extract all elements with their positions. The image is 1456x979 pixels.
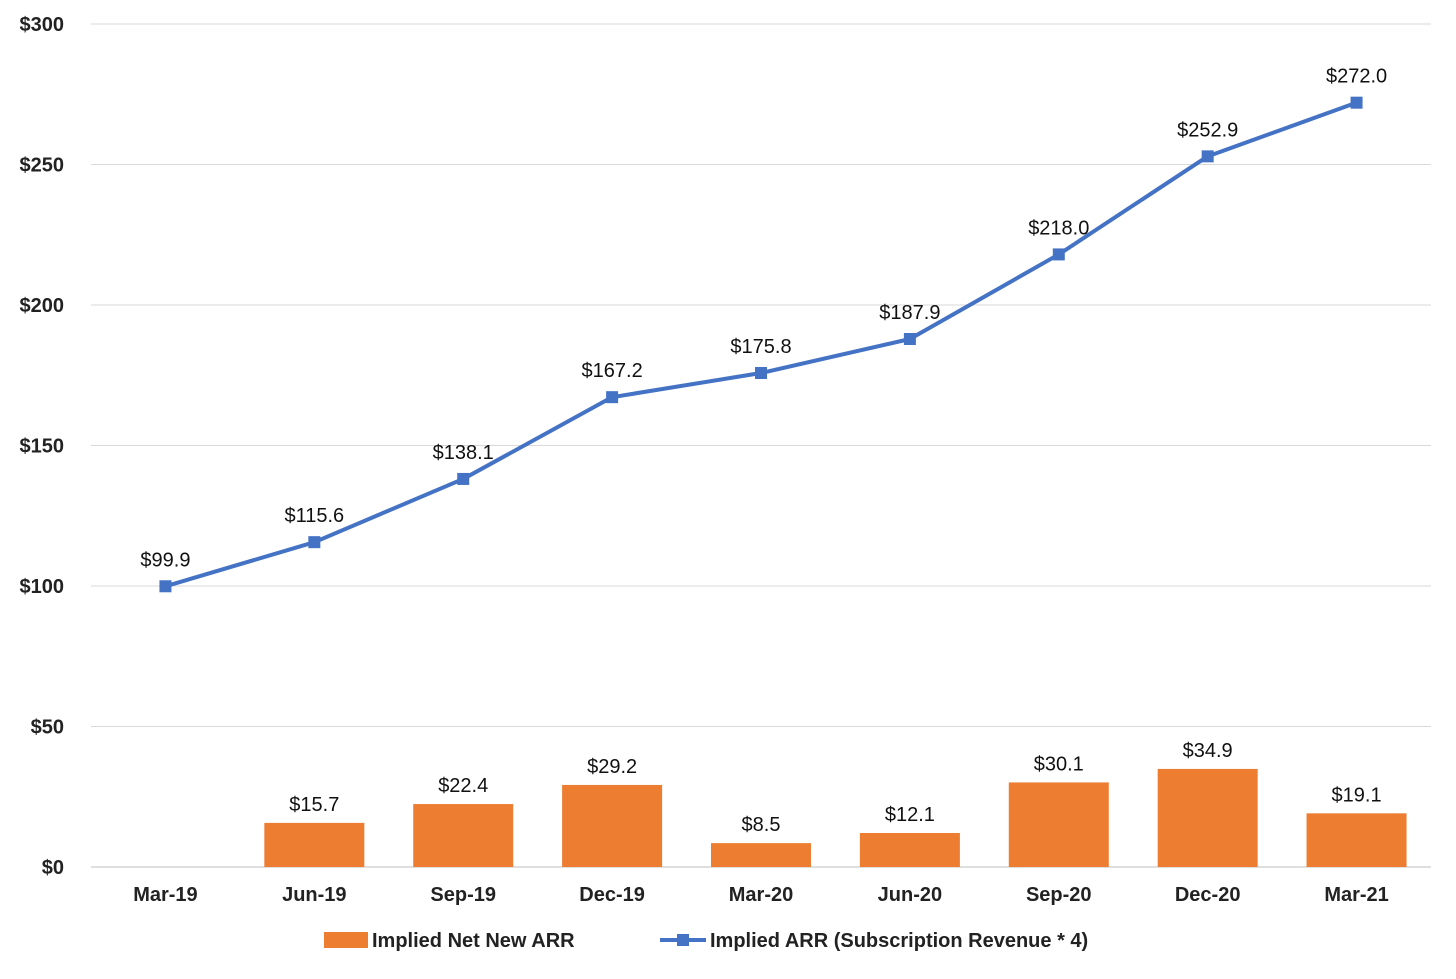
line-data-label: $99.9 (140, 549, 190, 571)
y-tick-label: $50 (31, 717, 64, 739)
x-tick-label: Mar-21 (1324, 884, 1388, 906)
bar (264, 822, 365, 867)
x-axis-tick-labels: Mar-19 Jun-19 Sep-19 Dec-19 Mar-20 Jun-20 Sep-… (133, 884, 1389, 906)
x-tick-label: Dec-19 (579, 884, 645, 906)
bar (413, 804, 514, 867)
x-tick-label: Mar-20 (729, 884, 793, 906)
line-series (159, 96, 1363, 593)
bar-data-label: $29.2 (587, 756, 637, 778)
line-data-label: $187.9 (879, 302, 940, 324)
bar (711, 843, 811, 867)
x-tick-label: Sep-20 (1026, 884, 1092, 906)
bar-data-label: $19.1 (1332, 784, 1382, 806)
line-point (1052, 248, 1065, 261)
line-point (1201, 150, 1214, 163)
line-data-label: $115.6 (284, 505, 344, 527)
bar-data-label: $15.7 (289, 794, 339, 816)
line-data-label: $138.1 (433, 442, 494, 464)
line-point (606, 391, 619, 404)
bar (859, 832, 960, 867)
bar-data-label: $22.4 (438, 775, 488, 797)
y-tick-label: $300 (20, 14, 65, 36)
x-tick-label: Dec-20 (1175, 884, 1241, 906)
y-axis-tick-labels: $0 $50 $100 $150 $200 $250 $300 (20, 14, 65, 879)
y-tick-label: $250 (20, 155, 65, 177)
x-tick-label: Mar-19 (133, 884, 197, 906)
y-tick-label: $200 (20, 295, 65, 317)
x-tick-label: Jun-20 (878, 884, 942, 906)
bar-series (264, 768, 1407, 867)
y-tick-label: $0 (42, 857, 64, 879)
bar (1157, 768, 1258, 867)
legend-label: Implied Net New ARR (372, 930, 575, 952)
line-data-label: $218.0 (1028, 217, 1089, 239)
line-point (903, 333, 916, 346)
gridlines (91, 23, 1431, 868)
line-data-label: $167.2 (582, 360, 643, 382)
line-point (755, 367, 767, 380)
bar-data-label: $12.1 (885, 804, 935, 826)
line-point (159, 580, 172, 593)
bar-data-label: $30.1 (1034, 753, 1084, 775)
bar (1306, 813, 1407, 867)
legend-label: Implied ARR (Subscription Revenue * 4) (710, 930, 1088, 952)
bar-data-label: $8.5 (742, 814, 781, 836)
legend-swatch-marker (677, 934, 689, 946)
line-point (308, 536, 321, 549)
legend-swatch-bar (324, 932, 368, 948)
line-data-label: $272.0 (1326, 66, 1387, 88)
bar-data-label: $34.9 (1183, 740, 1233, 762)
line-point (457, 472, 470, 485)
x-tick-label: Sep-19 (430, 884, 496, 906)
y-tick-label: $150 (20, 436, 65, 458)
x-tick-label: Jun-19 (282, 884, 346, 906)
line-data-label: $175.8 (730, 336, 791, 358)
legend: Implied Net New ARR Implied ARR (Subscrip… (324, 930, 1088, 952)
line-point (1350, 96, 1363, 109)
line-data-label: $252.9 (1177, 119, 1238, 141)
y-tick-label: $100 (20, 576, 65, 598)
bar (1008, 782, 1109, 867)
data-labels: $15.7 $22.4 $29.2 $8.5 $12.1 $30.1 $34.9 $19.1 $… (140, 66, 1387, 836)
bar (562, 784, 663, 867)
